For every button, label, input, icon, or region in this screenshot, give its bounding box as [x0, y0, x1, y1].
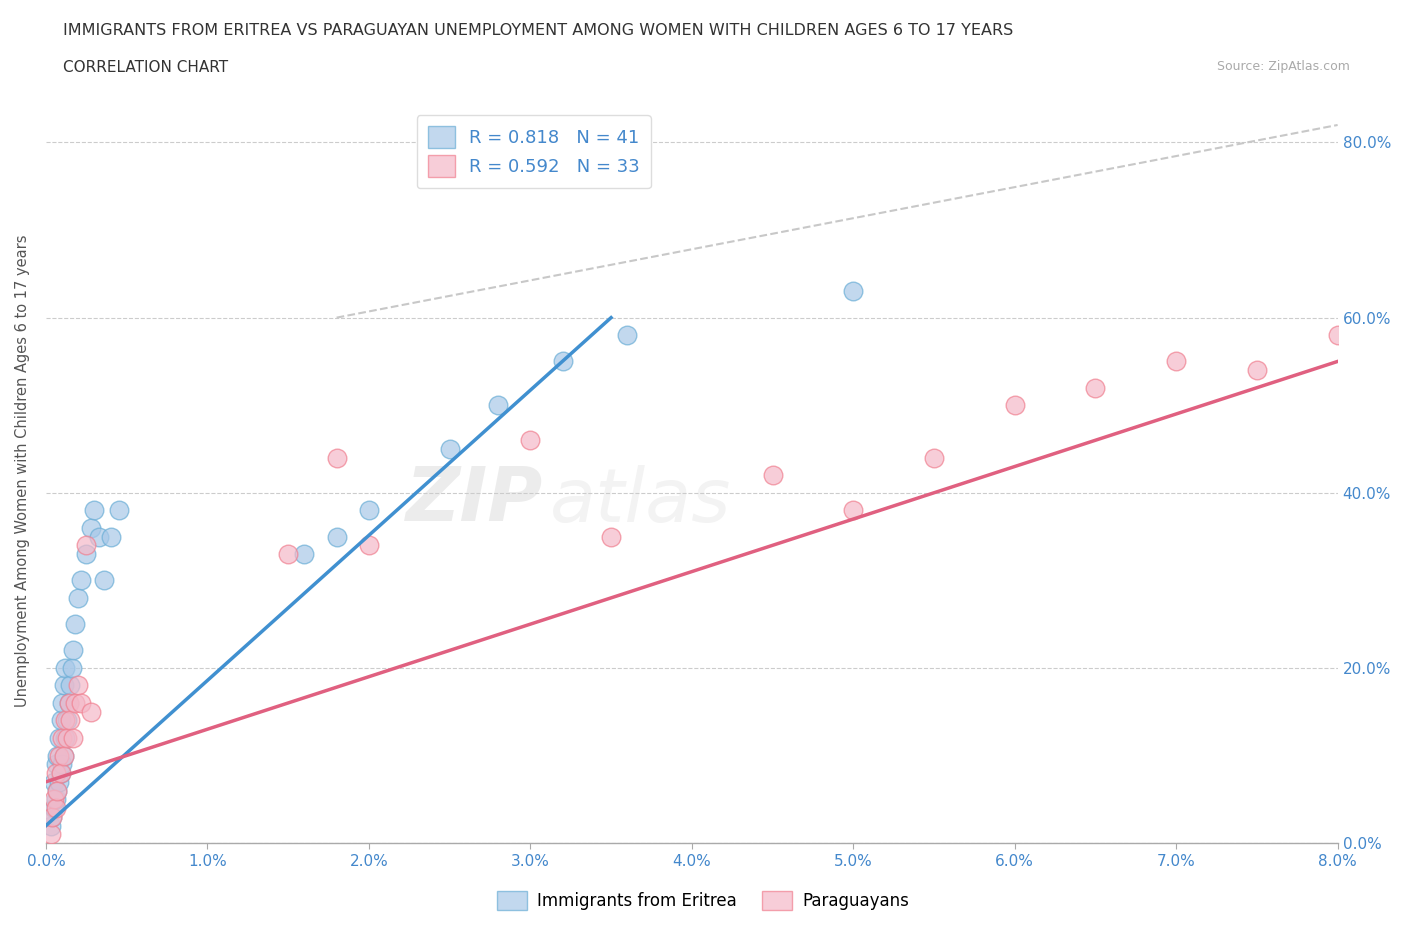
Point [357, 503, 380, 518]
Point [62, 643, 84, 658]
Point [1166, 354, 1188, 369]
Point [56, 731, 79, 746]
Point [52, 678, 75, 693]
Point [922, 450, 945, 465]
Point [80, 521, 103, 536]
Point [51, 731, 73, 746]
Point [486, 398, 509, 413]
Point [357, 538, 380, 552]
Point [761, 468, 783, 483]
Point [58, 696, 80, 711]
Point [842, 284, 865, 299]
Text: CORRELATION CHART: CORRELATION CHART [63, 60, 228, 75]
Point [56, 713, 79, 728]
Point [41, 809, 63, 824]
Point [93, 573, 115, 588]
Point [41, 809, 63, 824]
Point [49, 713, 72, 728]
Point [325, 529, 347, 544]
Point [42, 801, 65, 816]
Point [89, 529, 111, 544]
Point [551, 354, 574, 369]
Text: IMMIGRANTS FROM ERITREA VS PARAGUAYAN UNEMPLOYMENT AMONG WOMEN WITH CHILDREN AGE: IMMIGRANTS FROM ERITREA VS PARAGUAYAN UN… [63, 23, 1014, 38]
Point [48, 775, 70, 790]
Point [67, 591, 90, 605]
Point [325, 450, 347, 465]
Point [63, 617, 86, 631]
Point [45, 765, 67, 780]
Point [519, 432, 541, 447]
Point [67, 678, 90, 693]
Legend: R = 0.818   N = 41, R = 0.592   N = 33: R = 0.818 N = 41, R = 0.592 N = 33 [416, 115, 651, 188]
Point [52, 748, 75, 763]
Point [45, 791, 67, 806]
Point [277, 547, 299, 562]
Point [46, 748, 69, 763]
Point [107, 503, 129, 518]
Point [1326, 327, 1348, 342]
Point [45, 757, 67, 772]
Point [39, 827, 62, 842]
Text: Source: ZipAtlas.com: Source: ZipAtlas.com [1216, 60, 1350, 73]
Point [1246, 363, 1268, 378]
Point [70, 573, 93, 588]
Point [600, 529, 623, 544]
Point [51, 757, 73, 772]
Point [42, 775, 65, 790]
Point [1084, 380, 1107, 395]
Point [53, 731, 76, 746]
Point [75, 547, 97, 562]
Point [100, 529, 122, 544]
Point [49, 765, 72, 780]
Point [83, 503, 105, 518]
Point [39, 818, 62, 833]
Point [75, 538, 97, 552]
Point [439, 442, 461, 457]
Point [46, 783, 69, 798]
Point [292, 547, 315, 562]
Point [42, 791, 65, 806]
Point [45, 801, 67, 816]
Point [53, 713, 76, 728]
Text: atlas: atlas [550, 465, 731, 537]
Point [60, 660, 83, 675]
Point [1004, 398, 1026, 413]
Point [63, 696, 86, 711]
Legend: Immigrants from Eritrea, Paraguayans: Immigrants from Eritrea, Paraguayans [491, 884, 915, 917]
Point [70, 696, 93, 711]
Point [51, 696, 73, 711]
Y-axis label: Unemployment Among Women with Children Ages 6 to 17 years: Unemployment Among Women with Children A… [15, 234, 30, 707]
Point [48, 748, 70, 763]
Point [59, 713, 82, 728]
Point [49, 765, 72, 780]
Point [46, 783, 69, 798]
Text: ZIP: ZIP [406, 464, 543, 538]
Point [48, 731, 70, 746]
Point [80, 704, 103, 719]
Point [59, 678, 82, 693]
Point [616, 327, 638, 342]
Point [52, 748, 75, 763]
Point [842, 503, 865, 518]
Point [53, 660, 76, 675]
Point [62, 731, 84, 746]
Point [58, 696, 80, 711]
